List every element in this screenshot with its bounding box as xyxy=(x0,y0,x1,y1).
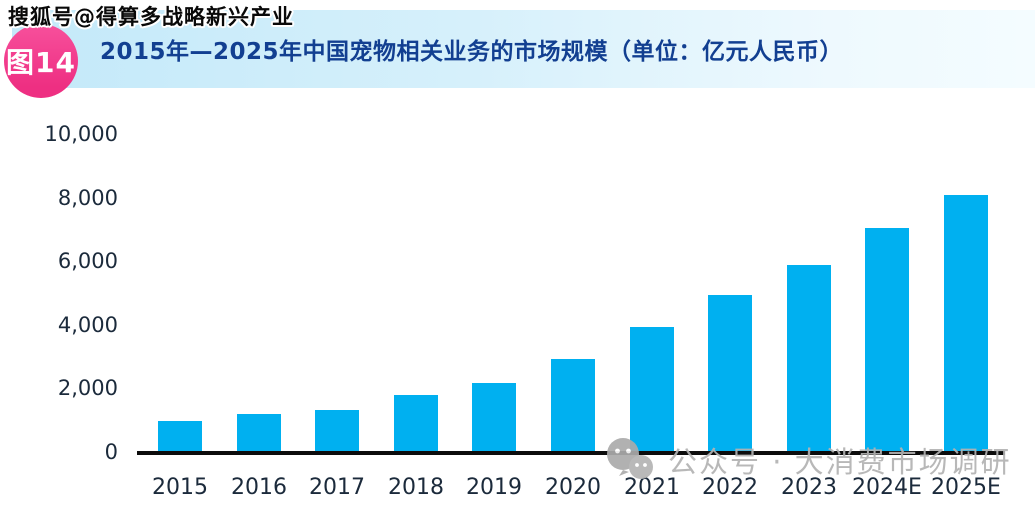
x-tick-label: 2016 xyxy=(231,475,287,500)
bar-2023 xyxy=(787,265,831,451)
x-tick-label: 2019 xyxy=(466,475,522,500)
bar-2017 xyxy=(315,410,359,451)
y-tick-label: 0 xyxy=(104,440,118,464)
wechat-watermark-text: 公众号 · 大消费市场调研 xyxy=(668,445,1012,479)
chart-header: 2015年—2025年中国宠物相关业务的市场规模（单位：亿元人民币） xyxy=(12,10,1035,88)
x-tick-label: 2023 xyxy=(781,475,837,500)
x-tick-label: 2017 xyxy=(309,475,365,500)
bar-2022 xyxy=(708,295,752,451)
x-tick-label: 2020 xyxy=(545,475,601,500)
bar-2021 xyxy=(630,327,674,451)
x-tick-label: 2015 xyxy=(152,475,208,500)
bar-2019 xyxy=(472,383,516,451)
chart-title: 2015年—2025年中国宠物相关业务的市场规模（单位：亿元人民币） xyxy=(100,39,844,65)
y-tick-label: 6,000 xyxy=(57,249,118,274)
x-axis-line xyxy=(137,451,1005,455)
wechat-icon xyxy=(607,438,653,479)
y-tick-label: 4,000 xyxy=(57,312,118,337)
bar-2016 xyxy=(237,414,281,451)
y-tick-label: 8,000 xyxy=(57,185,118,210)
y-tick-label: 2,000 xyxy=(57,376,118,401)
x-tick-label: 2022 xyxy=(702,475,758,500)
figure-number-badge: 图14 xyxy=(4,24,78,98)
bar-2025E xyxy=(944,195,988,451)
bar-2015 xyxy=(158,421,202,451)
y-tick-label: 10,000 xyxy=(44,122,118,146)
x-tick-label: 2025E xyxy=(931,475,1001,500)
bar-2018 xyxy=(394,395,438,451)
sohu-account-watermark: 搜狐号@得算多战略新兴产业 xyxy=(8,5,294,29)
x-tick-label: 2024E xyxy=(852,475,922,500)
bar-2024E xyxy=(865,228,909,451)
x-tick-label: 2021 xyxy=(624,475,680,500)
wechat-watermark: 公众号 · 大消费市场调研 xyxy=(602,436,1012,484)
bar-2020 xyxy=(551,359,595,451)
x-tick-label: 2018 xyxy=(388,475,444,500)
